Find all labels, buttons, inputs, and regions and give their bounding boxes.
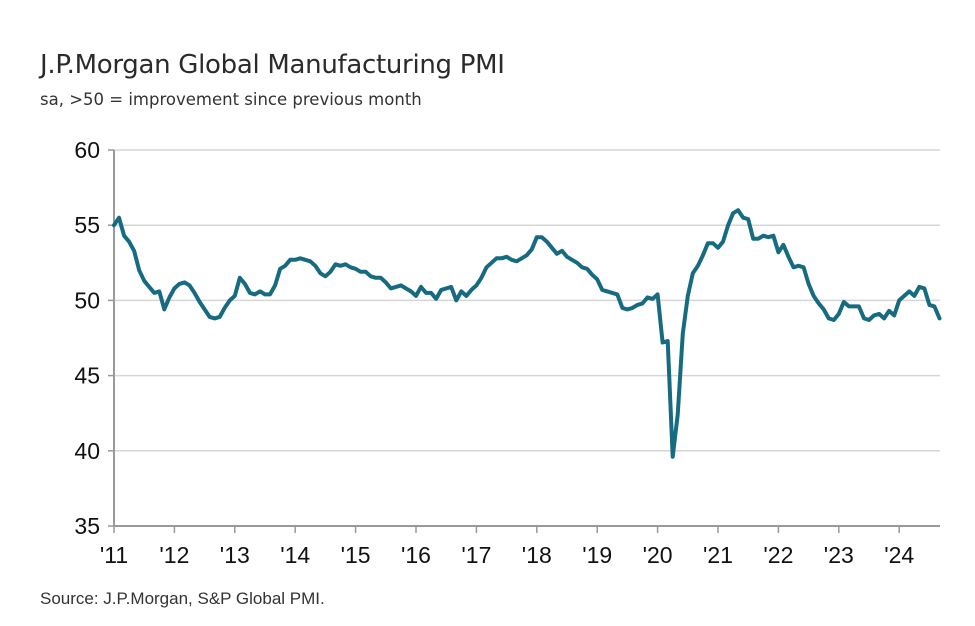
x-tick-label: '19 (582, 542, 612, 568)
pmi-series-line (112, 208, 942, 459)
chart-title: J.P.Morgan Global Manufacturing PMI (40, 50, 505, 80)
x-tick-label: '24 (884, 542, 914, 568)
source-note: Source: J.P.Morgan, S&P Global PMI. (40, 589, 325, 608)
x-tick-label: '18 (522, 542, 552, 568)
x-tick-label: '23 (824, 542, 854, 568)
y-tick-label: 50 (74, 287, 100, 313)
y-tick-label: 55 (74, 212, 100, 238)
x-tick-label: '15 (341, 542, 371, 568)
y-axis: 60 55 50 45 40 35 (74, 137, 115, 539)
x-tick-label: '11 (100, 542, 128, 568)
x-tick-label: '16 (401, 542, 431, 568)
y-tick-label: 45 (74, 363, 100, 389)
x-tick-label: '20 (643, 542, 673, 568)
x-axis: '11 '12 '13 '14 '15 '16 '17 '18 '19 '20 '21 '22 '23 '… (100, 526, 914, 568)
y-tick-label: 40 (74, 438, 100, 464)
y-tick-label: 60 (74, 137, 100, 163)
y-tick-label: 35 (74, 513, 100, 539)
gridlines (114, 149, 940, 527)
x-tick-label: '12 (159, 542, 189, 568)
x-tick-label: '13 (220, 542, 250, 568)
x-tick-label: '21 (703, 542, 733, 568)
x-tick-label: '22 (763, 542, 793, 568)
x-tick-label: '14 (280, 542, 310, 568)
series-lines (112, 208, 942, 459)
x-tick-label: '17 (461, 542, 491, 568)
chart-subtitle: sa, >50 = improvement since previous mon… (40, 90, 422, 109)
